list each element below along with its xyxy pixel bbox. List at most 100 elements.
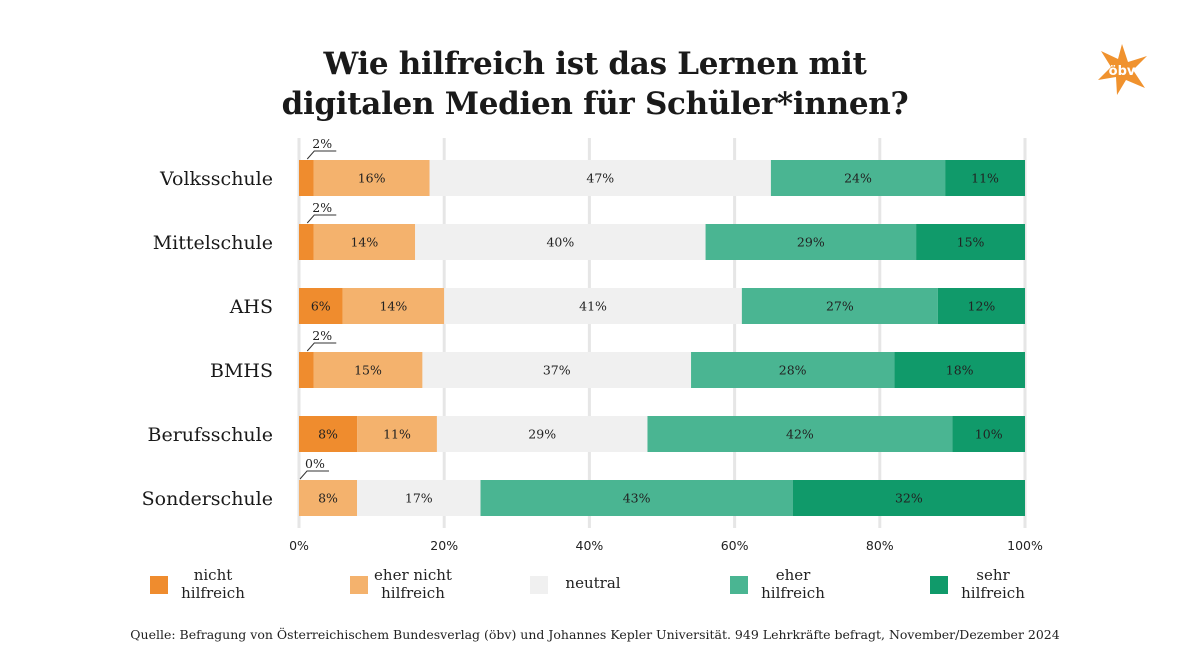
data-label: 0% [305,456,325,471]
legend-swatch [730,576,748,594]
data-label: 8% [318,427,338,442]
x-tick-label: 40% [576,538,604,553]
x-tick-label: 0% [289,538,309,553]
data-label: 37% [543,363,571,378]
data-label: 18% [946,363,974,378]
bar-segment [299,288,343,324]
bar-segment [313,224,416,260]
source-note: Quelle: Befragung von Österreichischem B… [130,627,1060,642]
data-label: 29% [528,427,556,442]
bar-segment [415,224,706,260]
category-label: Volksschule [159,168,273,190]
stacked-bar-chart: Volksschule 2% 16% 47% 24% 11% Mittelschule 2% 1… [142,136,1043,553]
legend-swatch [150,576,168,594]
bar-segment [299,224,314,260]
bar-segment [916,224,1025,260]
legend-swatch [350,576,368,594]
x-tick-label: 60% [721,538,749,553]
data-label: 29% [797,235,825,250]
data-label: 43% [623,491,651,506]
leader-line [306,214,337,224]
legend-swatch [530,576,548,594]
bar-segment [313,352,423,388]
gridlines [297,138,1027,528]
chart-title-line-2: digitalen Medien für Schüler*innen? [281,86,909,122]
data-label: 15% [957,235,985,250]
legend-item: eher nicht hilfreich [350,566,530,606]
bar-segment [436,416,648,452]
x-tick-label: 20% [430,538,458,553]
bar-segment [357,480,481,516]
leader-line [306,150,337,160]
chart-title: Wie hilfreich ist das Lernen mit digital… [0,44,1190,124]
star-logo-icon [1098,44,1147,95]
legend-item: sehr hilfreich [930,566,1110,606]
bar-segment [480,480,793,516]
legend-item: neutral [530,566,710,606]
data-label: 32% [895,491,923,506]
data-label: 15% [354,363,382,378]
bar-segment [945,160,1025,196]
bar-segment [357,416,437,452]
legend-label: neutral [565,574,621,592]
bar-segment [313,160,430,196]
bar-segment [894,352,1025,388]
bar-segment [770,160,946,196]
legend-label: eher hilfreich [761,566,825,602]
bars [299,160,1025,516]
labels: Volksschule 2% 16% 47% 24% 11% Mittelschule 2% 1… [142,136,1003,510]
legend-label: sehr hilfreich [961,566,1025,602]
bar-segment [299,352,314,388]
logo-text: öbv [1109,64,1136,79]
data-label: 2% [312,200,332,215]
data-label: 42% [786,427,814,442]
bar-segment [429,160,771,196]
data-label: 14% [350,235,378,250]
bar-segment [299,480,358,516]
bar-segment [299,416,358,452]
bar-segment [647,416,953,452]
data-label: 11% [383,427,411,442]
data-label: 27% [826,299,854,314]
bar-segment [741,288,938,324]
legend-label: eher nicht hilfreich [374,566,452,602]
x-tick-label: 80% [866,538,894,553]
category-label: BMHS [210,360,273,382]
data-label: 6% [311,299,331,314]
chart-title-line-1: Wie hilfreich ist das Lernen mit [323,46,867,82]
bar-segment [952,416,1025,452]
bar-segment [342,288,445,324]
data-label: 16% [358,171,386,186]
data-label: 47% [586,171,614,186]
x-tick-label: 100% [1007,538,1043,553]
data-label: 17% [405,491,433,506]
data-label: 2% [312,136,332,151]
obv-logo: öbv [1098,44,1147,95]
data-label: 10% [975,427,1003,442]
bar-segment [705,224,917,260]
bar-segment [937,288,1025,324]
bar-segment [299,160,314,196]
data-label: 8% [318,491,338,506]
category-label: Sonderschule [142,488,273,510]
legend-item: nicht hilfreich [150,566,330,606]
legend-swatch [930,576,948,594]
leader-line [299,470,329,480]
data-label: 11% [971,171,999,186]
data-label: 12% [968,299,996,314]
bar-segment [792,480,1025,516]
bar-segment [422,352,692,388]
data-label: 2% [312,328,332,343]
data-label: 41% [579,299,607,314]
category-label: Mittelschule [153,232,273,254]
bar-segment [691,352,895,388]
data-label: 40% [546,235,574,250]
data-label: 24% [844,171,872,186]
legend-item: eher hilfreich [730,566,910,606]
category-label: Berufsschule [148,424,274,446]
legend-label: nicht hilfreich [181,566,245,602]
data-label: 28% [779,363,807,378]
bar-segment [444,288,742,324]
leader-line [306,342,337,352]
category-label: AHS [229,296,273,318]
